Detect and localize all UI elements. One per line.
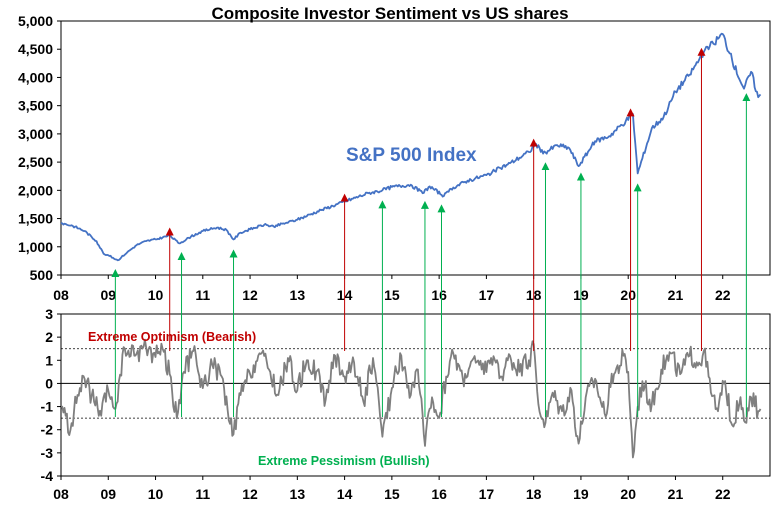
extreme-pessimism-label: Extreme Pessimism (Bullish)	[258, 454, 430, 468]
sentiment-y-tick-label: -4	[41, 468, 54, 484]
sentiment-plot-frame	[60, 313, 771, 477]
sp500-y-tick-label: 2,000	[18, 182, 53, 198]
sp500-panel: 500 1,000 1,500 2,000 2,500 3,000 3,500 4,000 4,…	[18, 13, 771, 303]
sentiment-x-tick-label: 08	[53, 486, 69, 502]
sentiment-y-tick-label: 1	[45, 352, 53, 368]
sentiment-y-tick-label: 2	[45, 329, 53, 345]
sp500-x-tick-label: 17	[479, 287, 495, 303]
sp500-x-tick-label: 13	[290, 287, 306, 303]
sp500-plot-frame	[60, 20, 771, 276]
sentiment-y-tick-label: 3	[45, 306, 53, 322]
sp500-y-tick-label: 5,000	[18, 13, 53, 29]
sp500-y-tick-label: 3,000	[18, 126, 53, 142]
sp500-x-tick-label: 15	[384, 287, 400, 303]
sentiment-x-tick-label: 09	[100, 486, 116, 502]
sp500-x-tick-label: 10	[148, 287, 164, 303]
sentiment-y-tick-label: -2	[41, 422, 54, 438]
sp500-x-tick-label: 09	[100, 287, 116, 303]
sp500-x-tick-label: 16	[431, 287, 447, 303]
sp500-x-tick-label: 22	[715, 287, 731, 303]
sentiment-x-tick-label: 13	[290, 486, 306, 502]
sentiment-x-tick-label: 19	[573, 486, 589, 502]
sentiment-x-tick-label: 10	[148, 486, 164, 502]
sp500-y-tick-label: 1,000	[18, 239, 53, 255]
sentiment-x-tick-label: 18	[526, 486, 542, 502]
sentiment-x-tick-label: 16	[431, 486, 447, 502]
sp500-y-tick-label: 4,000	[18, 69, 53, 85]
sp500-x-tick-label: 08	[53, 287, 69, 303]
sp500-x-tick-label: 11	[195, 287, 210, 303]
sentiment-y-tick-label: 0	[45, 375, 53, 391]
sp500-y-tick-label: 1,500	[18, 211, 53, 227]
sentiment-y-tick-label: -1	[41, 399, 54, 415]
sentiment-x-tick-label: 22	[715, 486, 731, 502]
sentiment-y-tick-label: -3	[41, 445, 54, 461]
sentiment-line	[61, 338, 762, 459]
sentiment-x-tick-label: 11	[195, 486, 210, 502]
sentiment-x-tick-label: 15	[384, 486, 400, 502]
sp500-y-tick-label: 4,500	[18, 41, 53, 57]
extreme-optimism-label: Extreme Optimism (Bearish)	[88, 330, 256, 344]
sentiment-x-tick-label: 14	[337, 486, 353, 502]
chart-title: Composite Investor Sentiment vs US share…	[211, 4, 568, 23]
sentiment-x-tick-label: 17	[479, 486, 495, 502]
sentiment-x-tick-label: 21	[668, 486, 684, 502]
sp500-x-tick-label: 12	[242, 287, 258, 303]
sp500-y-tick-label: 500	[30, 267, 54, 283]
signal-arrows	[111, 47, 751, 417]
sp500-x-tick-label: 21	[668, 287, 684, 303]
sp500-y-tick-label: 3,500	[18, 98, 53, 114]
sentiment-x-tick-label: 20	[620, 486, 636, 502]
sp500-x-tick-label: 20	[620, 287, 636, 303]
sentiment-x-tick-label: 12	[242, 486, 258, 502]
sp500-label: S&P 500 Index	[346, 145, 477, 166]
sp500-y-tick-label: 2,500	[18, 154, 53, 170]
sp500-line	[60, 32, 762, 262]
